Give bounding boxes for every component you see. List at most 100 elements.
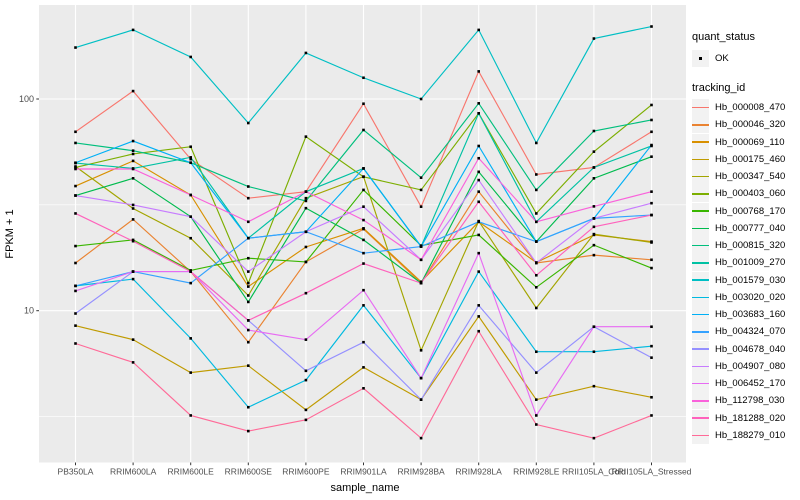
- x-tick-label: RRIM928LA: [456, 467, 503, 477]
- data-point: [304, 245, 308, 249]
- data-point: [419, 349, 423, 352]
- data-point: [477, 28, 480, 32]
- data-point: [131, 277, 135, 281]
- data-point: [131, 139, 135, 143]
- data-point: [131, 28, 135, 32]
- data-point: [477, 170, 480, 174]
- legend-entry-label: Hb_001579_030: [715, 274, 786, 286]
- legend-title-tracking-id: tracking_id: [692, 82, 746, 94]
- data-point: [131, 203, 135, 207]
- data-point: [189, 157, 192, 161]
- x-tick-label: RRII105LA_Cold: [562, 467, 626, 477]
- data-point: [189, 371, 192, 374]
- data-point: [189, 193, 192, 197]
- data-point: [247, 405, 250, 409]
- legend-key-box: [692, 202, 709, 220]
- legend-key-line-icon: [692, 348, 709, 350]
- legend-key-line-icon: [692, 175, 709, 178]
- data-point: [74, 284, 77, 288]
- data-point: [362, 205, 365, 208]
- legend-key-box: [692, 254, 709, 272]
- legend-key-box: [692, 357, 709, 375]
- legend-item-ok: OK: [692, 50, 798, 67]
- data-point: [362, 188, 365, 192]
- data-point: [247, 281, 250, 285]
- legend-entry-label: Hb_000046_320: [715, 119, 786, 131]
- legend-entry-label: Hb_181288_020: [715, 412, 786, 424]
- legend-entry-label: Hb_004678_040: [715, 343, 786, 355]
- legend-key-box: [692, 426, 709, 444]
- data-point: [247, 121, 250, 125]
- data-point: [592, 177, 596, 180]
- legend-key-box: [692, 133, 709, 151]
- legend-entry-Hb_000008_470: Hb_000008_470: [692, 99, 798, 117]
- legend-entry-label: Hb_000175_460: [715, 153, 786, 165]
- data-point: [247, 220, 250, 224]
- data-point: [304, 199, 308, 203]
- legend-entry-Hb_188279_010: Hb_188279_010: [692, 426, 798, 444]
- data-point: [362, 76, 365, 80]
- data-point: [131, 270, 135, 273]
- data-point: [592, 225, 596, 229]
- legend-tracking-id-entries: Hb_000008_470 Hb_000046_320 Hb_000069_110 H…: [692, 99, 798, 444]
- data-point: [477, 156, 480, 160]
- data-point: [247, 196, 250, 200]
- data-point: [247, 340, 250, 344]
- y-tick-label: 100: [19, 94, 34, 104]
- data-point: [650, 258, 653, 262]
- data-point: [74, 46, 77, 49]
- legend-entry-label: Hb_112798_030: [715, 395, 785, 407]
- legend-key-line-icon: [692, 244, 709, 247]
- data-point: [477, 190, 480, 193]
- legend-entry-Hb_181288_020: Hb_181288_020: [692, 409, 798, 427]
- data-point: [362, 238, 365, 242]
- data-point: [304, 51, 308, 55]
- legend-key-box: [692, 288, 709, 306]
- data-point: [362, 386, 365, 390]
- data-point: [592, 384, 596, 388]
- data-point: [650, 241, 653, 244]
- legend-key-box: [692, 271, 709, 289]
- data-point: [535, 173, 538, 176]
- legend-entry-label: Hb_000777_040: [715, 222, 786, 234]
- legend-key-line-icon: [692, 331, 709, 333]
- legend-entry-Hb_000046_320: Hb_000046_320: [692, 116, 798, 134]
- data-point: [592, 205, 596, 208]
- data-point: [650, 155, 653, 158]
- data-point: [477, 329, 480, 333]
- legend-entry-Hb_112798_030: Hb_112798_030: [692, 392, 798, 410]
- legend-entry-label: Hb_004324_070: [715, 326, 786, 338]
- x-tick-label: RRII105LA_Stressed: [612, 467, 692, 477]
- data-point: [535, 306, 538, 310]
- data-point: [362, 167, 365, 170]
- data-point: [592, 166, 596, 169]
- data-point: [247, 285, 250, 288]
- legend-entry-Hb_003683_160: Hb_003683_160: [692, 306, 798, 324]
- x-tick-label: RRIM600LA: [110, 467, 157, 477]
- data-point: [650, 266, 653, 270]
- data-point: [74, 312, 77, 315]
- legend-entry-Hb_000777_040: Hb_000777_040: [692, 219, 798, 237]
- x-tick-label: RRIM901LA: [340, 467, 387, 477]
- legend-key-line-icon: [692, 313, 709, 316]
- legend-key-box: [692, 375, 709, 393]
- x-tick-label: RRIM600LE: [168, 467, 215, 477]
- data-point: [592, 129, 596, 133]
- legend-key-line-icon: [692, 227, 709, 230]
- legend-entry-Hb_000403_060: Hb_000403_060: [692, 185, 798, 203]
- data-point: [650, 325, 653, 329]
- data-point: [419, 280, 423, 284]
- data-point: [247, 294, 250, 297]
- data-point: [419, 376, 423, 380]
- data-point: [74, 244, 77, 248]
- legend-entry-label: Hb_000768_170: [715, 205, 786, 217]
- data-point: [477, 315, 480, 318]
- legend-key-line-icon: [692, 193, 709, 195]
- data-point: [477, 70, 480, 73]
- data-point: [592, 150, 596, 153]
- data-point: [74, 342, 77, 345]
- legend-entry-label: Hb_188279_010: [715, 429, 786, 441]
- data-point: [131, 159, 135, 163]
- legend-key-line-icon: [692, 124, 709, 126]
- legend-entry-label: Hb_006452_170: [715, 378, 786, 390]
